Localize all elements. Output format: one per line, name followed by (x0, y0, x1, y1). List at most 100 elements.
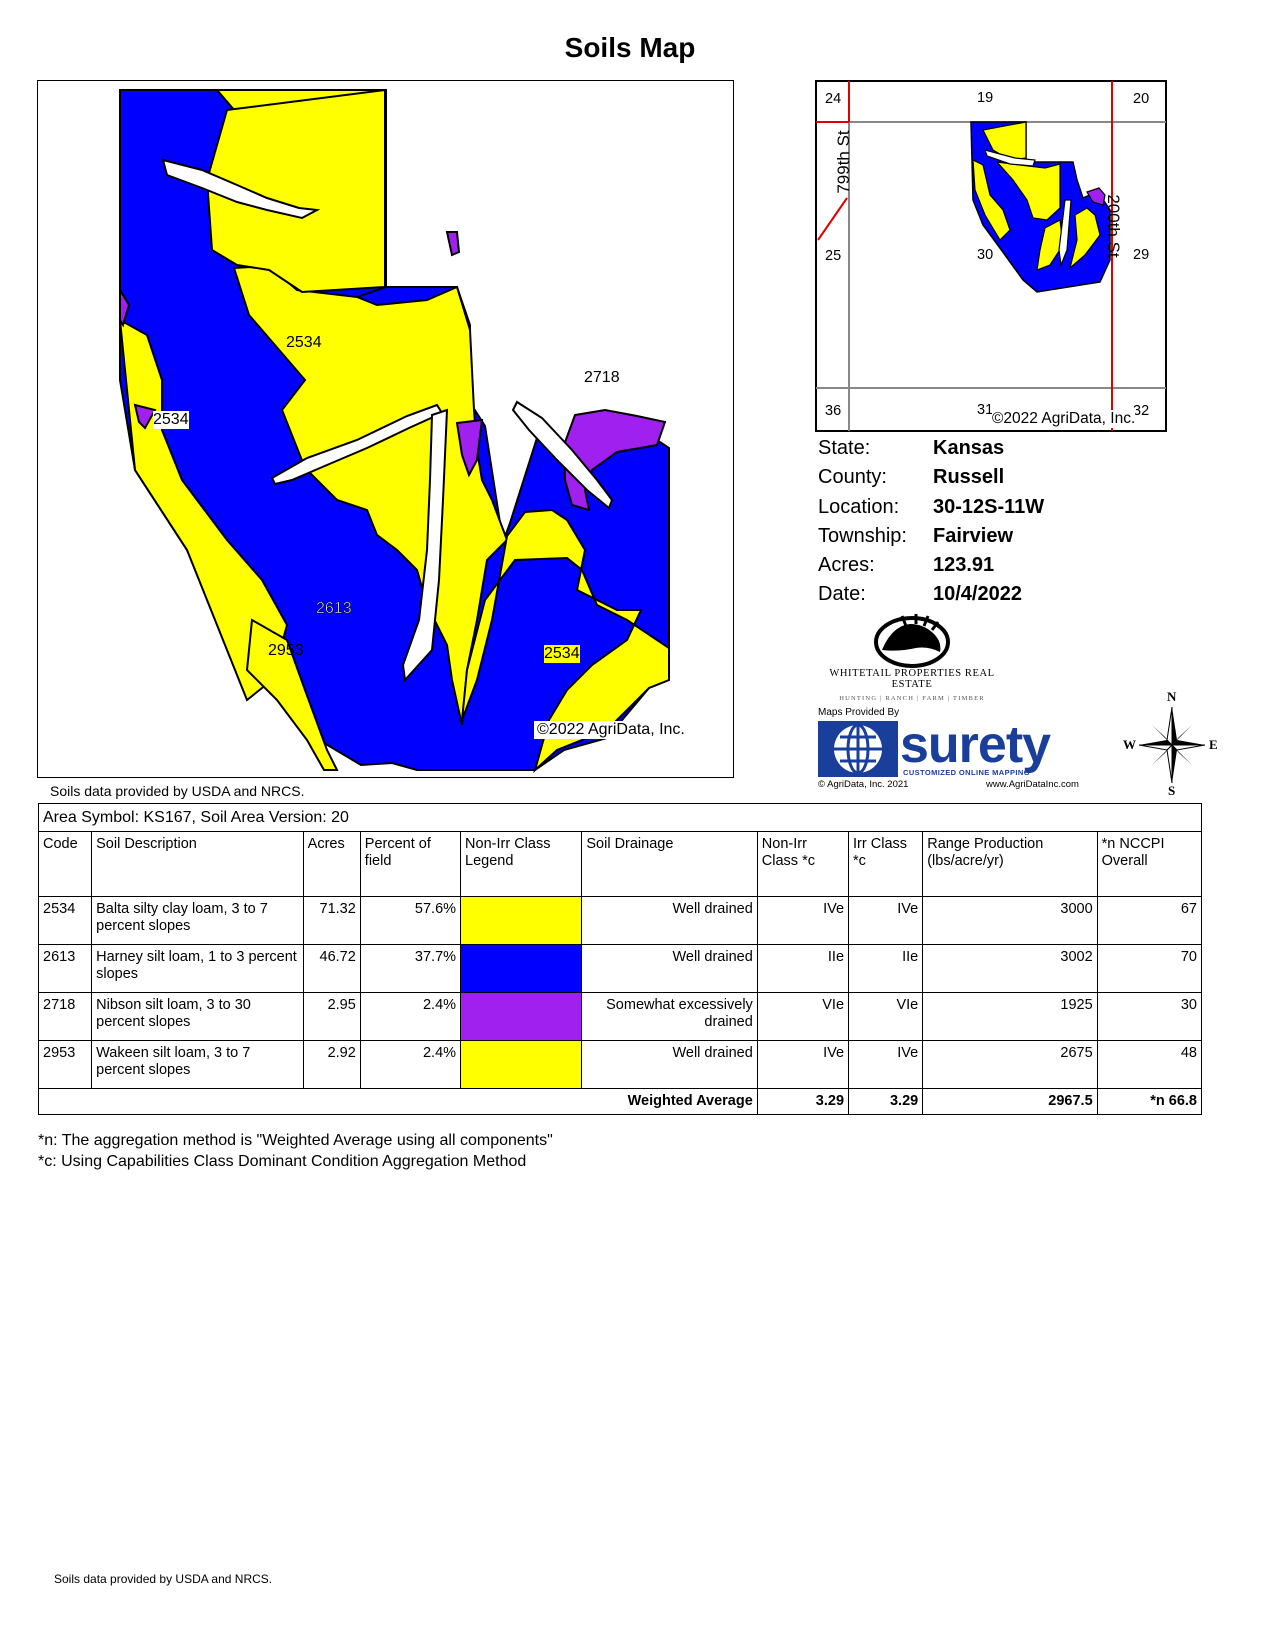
legend-swatch (460, 896, 583, 945)
excluded-strip (270, 403, 444, 486)
soil-polygon-2953 (245, 618, 339, 771)
cell-irr: IIe (848, 944, 924, 993)
footnotes: *n: The aggregation method is "Weighted … (38, 1130, 553, 1172)
info-value: Fairview (933, 524, 1014, 547)
cell-irr: IVe (848, 1040, 924, 1089)
soil-polygon-2534-top (205, 88, 386, 294)
whitetail-logo: Whitetail Properties Real Estate HUNTING… (812, 612, 1012, 702)
locator-map[interactable]: 24 19 20 25 30 29 36 31 32 799th St 200t… (815, 80, 1167, 432)
soil-polygon-2718-small (455, 418, 484, 478)
road-label: 799th St (834, 130, 853, 194)
column-header: Soil Description (91, 831, 304, 897)
column-header: Range Production (lbs/acre/yr) (922, 831, 1098, 897)
weighted-average-row: Weighted Average 3.29 3.29 2967.5 *n 66.… (38, 1088, 1203, 1115)
footnote: *n: The aggregation method is "Weighted … (38, 1132, 553, 1149)
cell-nccpi: 48 (1096, 1040, 1203, 1089)
soils-map[interactable]: 2534 2534 2718 2613 2953 2534 ©2022 Agri… (37, 80, 734, 778)
surety-logo: Maps Provided By surety CUSTOMIZED ONLIN… (818, 707, 1098, 795)
cell-percent: 57.6% (359, 896, 462, 945)
soil-polygon-2718-tiny (445, 231, 461, 257)
excluded-strip (511, 400, 614, 510)
info-value: 30-12S-11W (933, 495, 1045, 518)
info-row-state: State: Kansas (818, 434, 1044, 463)
column-header: Non-Irr Class Legend (460, 831, 583, 897)
road-label: 200th St (1104, 194, 1123, 258)
map-label: 2534 (286, 334, 322, 351)
cell-nonirr: IIe (756, 944, 850, 993)
cell-range: 1925 (922, 992, 1098, 1041)
cell-range: 3000 (922, 896, 1098, 945)
area-symbol: Area Symbol: KS167, Soil Area Version: 2… (38, 803, 1202, 832)
info-label: Date: (818, 583, 866, 606)
info-label: Location: (818, 495, 900, 518)
map-label: 2534 (544, 645, 580, 663)
cell-description: Nibson silt loam, 3 to 30 percent slopes (91, 992, 304, 1041)
weighted-average-label: Weighted Average (38, 1088, 758, 1115)
table-row: 2613 Harney silt loam, 1 to 3 percent sl… (37, 944, 1203, 993)
info-label: State: (818, 437, 871, 459)
excluded-strip (161, 158, 321, 220)
cell-percent: 2.4% (359, 992, 462, 1041)
table-row: 2953 Wakeen silt loam, 3 to 7 percent sl… (37, 1040, 1203, 1089)
cell-nccpi: 70 (1096, 944, 1203, 993)
cell-drainage: Well drained (581, 896, 758, 945)
table-row: 2718 Nibson silt loam, 3 to 30 percent s… (37, 992, 1203, 1041)
cell-nonirr: VIe (756, 992, 850, 1041)
surety-copyright: © AgriData, Inc. 2021 (818, 779, 909, 790)
whitetail-tagline: HUNTING | RANCH | FARM | TIMBER (839, 695, 985, 702)
surety-wordmark: surety (900, 716, 1051, 774)
column-header: Percent of field (359, 831, 462, 897)
section-label: 30 (977, 247, 994, 263)
info-row-county: County: Russell (818, 463, 1044, 492)
cell-code: 2718 (37, 992, 93, 1041)
cell-range: 3002 (922, 944, 1098, 993)
cell-irr: 3.29 (848, 1088, 924, 1115)
compass-n: N (1167, 689, 1177, 704)
cell-drainage: Well drained (581, 944, 758, 993)
compass-w: W (1123, 737, 1136, 752)
table-header-row: Code Soil Description Acres Percent of f… (37, 831, 1203, 897)
cell-irr: VIe (848, 992, 924, 1041)
data-source-note: Soils data provided by USDA and NRCS. (50, 783, 305, 799)
cell-acres: 2.95 (302, 992, 361, 1041)
section-label: 32 (1133, 403, 1150, 419)
cell-acres: 2.92 (302, 1040, 361, 1089)
data-source-note: Soils data provided by USDA and NRCS. (54, 1572, 273, 1586)
whitetail-name: Whitetail Properties Real Estate (829, 668, 995, 690)
cell-range: 2675 (922, 1040, 1098, 1089)
excluded-strip (401, 408, 449, 683)
map-copyright: ©2022 AgriData, Inc. (534, 721, 688, 739)
cell-nccpi: 67 (1096, 896, 1203, 945)
compass-s: S (1168, 783, 1176, 798)
info-value: Kansas (933, 437, 1005, 459)
info-label: County: (818, 466, 887, 489)
info-value: Russell (933, 466, 1005, 489)
section-label: 31 (977, 402, 994, 418)
cell-nonirr: 3.29 (756, 1088, 850, 1115)
column-header: Soil Drainage (581, 831, 758, 897)
info-row-township: Township: Fairview (818, 522, 1044, 551)
cell-nonirr: IVe (756, 896, 850, 945)
cell-drainage: Well drained (581, 1040, 758, 1089)
footnote: *c: Using Capabilities Class Dominant Co… (38, 1153, 527, 1170)
info-row-location: Location: 30-12S-11W (818, 493, 1044, 522)
globe-icon (818, 721, 898, 777)
legend-swatch (460, 944, 583, 993)
column-header: Irr Class *c (848, 831, 924, 897)
section-label: 24 (825, 91, 842, 107)
cell-range: 2967.5 (922, 1088, 1098, 1115)
cell-nccpi: *n 66.8 (1096, 1088, 1203, 1115)
cell-description: Harney silt loam, 1 to 3 percent slopes (91, 944, 304, 993)
maps-provided-by: Maps Provided By (818, 707, 900, 718)
cell-irr: IVe (848, 896, 924, 945)
section-label: 19 (977, 90, 994, 106)
soils-table: Area Symbol: KS167, Soil Area Version: 2… (37, 803, 1203, 1115)
map-label: 2613 (316, 600, 352, 618)
section-label: 29 (1133, 247, 1150, 263)
cell-nccpi: 30 (1096, 992, 1203, 1041)
cell-acres: 71.32 (302, 896, 361, 945)
info-value: 123.91 (933, 554, 995, 577)
surety-url: www.AgriDataInc.com (986, 779, 1079, 790)
map-label: 2953 (268, 642, 304, 659)
cell-code: 2613 (37, 944, 93, 993)
